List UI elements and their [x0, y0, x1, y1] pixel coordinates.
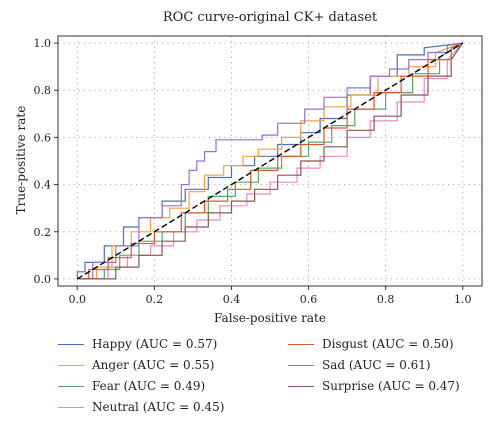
legend-label-sad: Sad (AUC = 0.61) [322, 358, 431, 372]
legend-label-surprise: Surprise (AUC = 0.47) [322, 379, 460, 393]
legend-item-disgust: Disgust (AUC = 0.50) [288, 334, 454, 354]
roc-chart: ROC curve-original CK+ dataset 0.0 0.2 0.4… [14, 10, 483, 325]
x-axis-label: False-positive rate [214, 311, 326, 325]
y-tick-label-0: 0.0 [34, 273, 52, 286]
series-line-fear [77, 42, 464, 280]
legend-label-happy: Happy (AUC = 0.57) [92, 337, 218, 351]
plot-frame [57, 35, 483, 287]
legend-item-sad: Sad (AUC = 0.61) [288, 355, 431, 375]
series-line-surprise [77, 42, 464, 280]
y-axis-label: True-positive rate [14, 106, 28, 215]
y-tick-label-3: 0.6 [34, 131, 52, 144]
y-tick-label-2: 0.4 [34, 179, 52, 192]
legend-item-neutral: Neutral (AUC = 0.45) [58, 397, 224, 417]
x-tick-label-4: 0.8 [377, 293, 395, 306]
chart-title: ROC curve-original CK+ dataset [163, 10, 378, 25]
legend-swatch-surprise [288, 385, 314, 387]
chance-diagonal-line [76, 42, 464, 280]
chart-legend: Happy (AUC = 0.57) Anger (AUC = 0.55) Fe… [58, 334, 478, 420]
legend-item-surprise: Surprise (AUC = 0.47) [288, 376, 460, 396]
legend-label-anger: Anger (AUC = 0.55) [92, 358, 215, 372]
legend-label-disgust: Disgust (AUC = 0.50) [322, 337, 454, 351]
series-line-neutral [77, 42, 464, 280]
legend-swatch-neutral [58, 406, 84, 408]
legend-swatch-sad [288, 364, 314, 366]
plot-area: 0.0 0.2 0.4 0.6 0.8 1.0 0.0 0.2 0.4 0.6 0.8 1.0 [34, 35, 483, 306]
legend-swatch-happy [58, 343, 84, 345]
legend-item-fear: Fear (AUC = 0.49) [58, 376, 205, 396]
legend-label-neutral: Neutral (AUC = 0.45) [92, 400, 225, 414]
legend-swatch-fear [58, 385, 84, 387]
x-tick-label-2: 0.4 [223, 293, 241, 306]
series-line-disgust [77, 42, 463, 280]
legend-item-anger: Anger (AUC = 0.55) [58, 355, 214, 375]
legend-label-fear: Fear (AUC = 0.49) [92, 379, 206, 393]
x-tick-label-0: 0.0 [69, 293, 87, 306]
x-tick-label-3: 0.6 [300, 293, 318, 306]
x-tick-label-1: 0.2 [146, 293, 164, 306]
legend-swatch-disgust [288, 343, 314, 345]
series-line-anger [77, 42, 463, 280]
legend-swatch-anger [58, 364, 84, 366]
y-tick-label-4: 0.8 [34, 84, 52, 97]
y-tick-label-5: 1.0 [34, 37, 52, 50]
x-tick-label-5: 1.0 [454, 293, 472, 306]
series-line-sad [77, 42, 463, 280]
y-tick-label-1: 0.2 [34, 226, 52, 239]
legend-item-happy: Happy (AUC = 0.57) [58, 334, 217, 354]
